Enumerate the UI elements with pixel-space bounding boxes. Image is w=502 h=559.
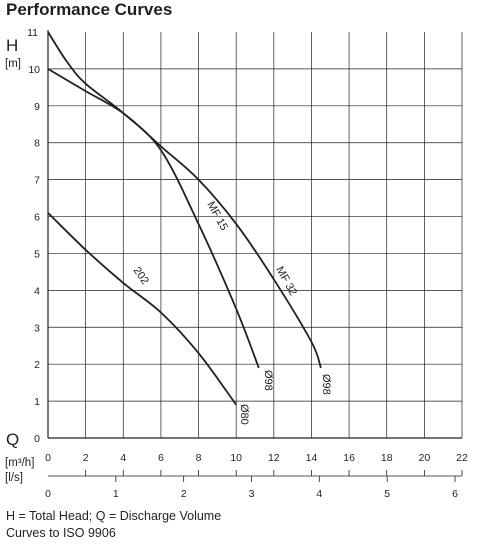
series-line-mf15	[47, 31, 260, 369]
x2-tick-label-3: 3	[249, 488, 255, 500]
y-tick-label-6: 6	[34, 212, 40, 224]
x-tick-labels-primary: 0 2 4 6 8 10 12 14 16 18 20 22	[45, 452, 468, 476]
axes	[47, 30, 462, 477]
x-axis-symbol: Q	[6, 430, 19, 449]
y-tick-label-9: 9	[34, 101, 40, 113]
series-line-mf32	[47, 68, 322, 369]
series-line-202	[47, 212, 237, 406]
y-tick-label-4: 4	[34, 285, 40, 297]
x-tick-label-16: 16	[343, 452, 355, 464]
y-axis-unit: [m]	[5, 58, 21, 70]
y-tick-label-5: 5	[34, 248, 40, 260]
footnote-line-1: H = Total Head; Q = Discharge Volume	[6, 509, 221, 523]
chart-title: Performance Curves	[6, 0, 172, 19]
x-axis-secondary-unit: [l/s]	[5, 472, 23, 484]
series-label-mf15: MF 15	[204, 200, 230, 233]
x-tick-labels-secondary: 0 1 2 3 4 5 6	[45, 476, 458, 500]
x-tick-label-0: 0	[45, 452, 51, 464]
x-axis-primary-unit: [m³/h]	[5, 457, 34, 469]
y-tick-label-7: 7	[34, 175, 40, 187]
y-tick-label-10: 10	[28, 64, 40, 76]
x-tick-label-12: 12	[268, 452, 280, 464]
y-tick-label-11: 11	[27, 27, 38, 39]
y-axis-symbol: H	[6, 36, 18, 55]
grid	[48, 32, 463, 438]
x2-tick-label-4: 4	[316, 488, 322, 500]
x2-tick-label-5: 5	[384, 488, 390, 500]
x-tick-label-14: 14	[306, 452, 318, 464]
x-tick-label-10: 10	[230, 452, 242, 464]
x-tick-label-18: 18	[381, 452, 393, 464]
x2-tick-label-0: 0	[45, 488, 51, 500]
series-label-mf32: MF 32	[273, 265, 299, 298]
grid-gap	[124, 249, 160, 253]
x2-tick-label-6: 6	[452, 488, 458, 500]
x2-tick-label-2: 2	[181, 488, 187, 500]
x-tick-label-8: 8	[196, 452, 202, 464]
y-tick-label-3: 3	[34, 322, 40, 334]
series-end-label-mf32: Ø98	[320, 374, 332, 395]
y-tick-label-2: 2	[34, 359, 40, 371]
y-tick-label-0: 0	[34, 433, 40, 445]
footnote-line-2: Curves to ISO 9906	[6, 526, 116, 540]
x-tick-label-4: 4	[120, 452, 126, 464]
series-label-202: 202	[131, 265, 151, 287]
x-tick-label-2: 2	[83, 452, 89, 464]
series-lines	[47, 31, 322, 406]
x-tick-label-20: 20	[419, 452, 431, 464]
series-end-label-mf15: Ø98	[262, 370, 274, 391]
x2-tick-label-1: 1	[113, 488, 119, 500]
series-end-label-202: Ø80	[238, 404, 250, 425]
x-tick-label-6: 6	[158, 452, 164, 464]
y-tick-label-1: 1	[34, 396, 40, 408]
x-tick-label-22: 22	[456, 452, 468, 464]
y-tick-label-8: 8	[34, 138, 40, 150]
y-tick-labels: 0 1 2 3 4 5 6 7 8 9 10 11	[27, 27, 40, 445]
